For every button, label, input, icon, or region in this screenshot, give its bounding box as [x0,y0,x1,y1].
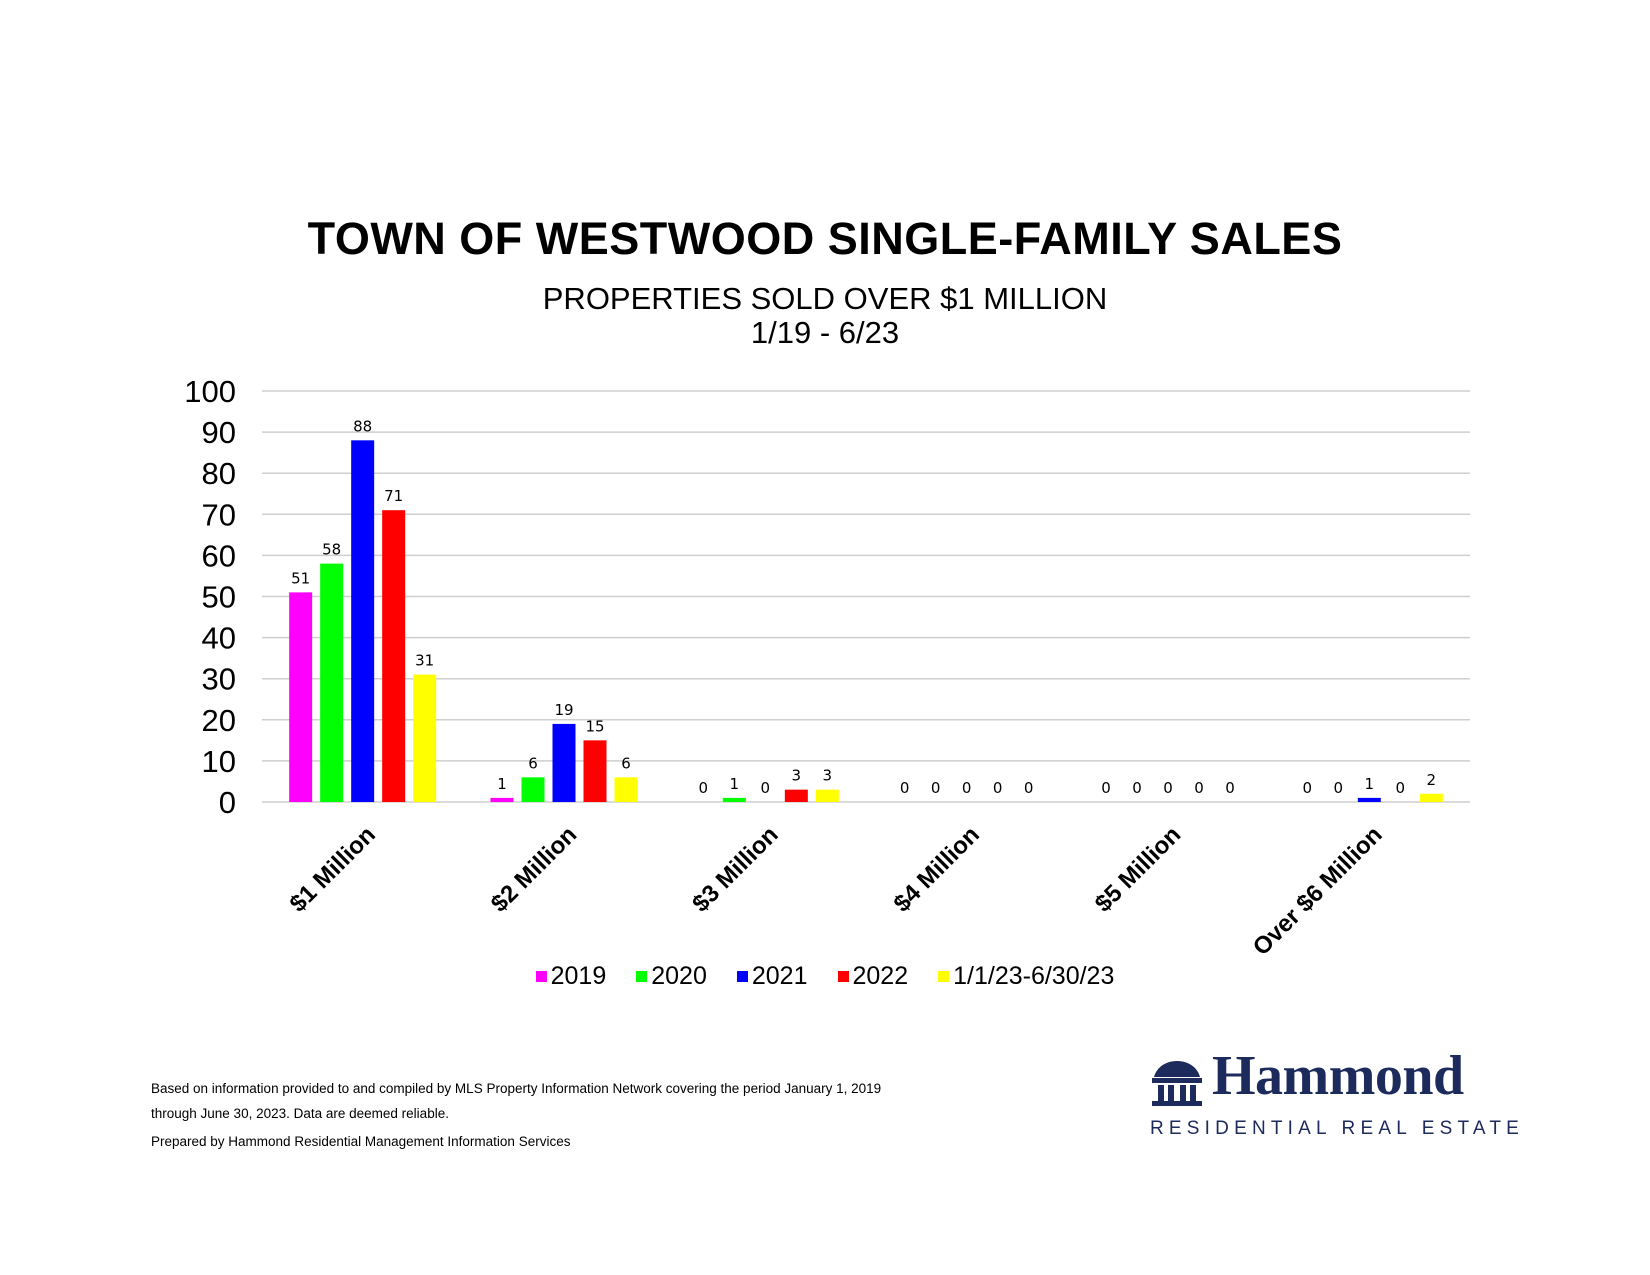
y-tick-label: 0 [219,785,236,820]
bar [1357,797,1381,802]
y-tick-label: 30 [202,662,236,697]
data-label: 6 [621,754,631,772]
legend-swatch [736,971,748,982]
bar [583,740,607,802]
y-tick-label: 80 [202,456,236,491]
data-labels: 51 58 88 71 31 1 6 19 15 6 0 1 0 3 3 0 0 0 0 0 0 0 0 0 0 0 0 1 0 2 [291,417,1436,797]
data-label: 58 [322,541,341,559]
bar [490,797,514,802]
data-label: 0 [699,779,709,797]
logo-wordmark: Hammond [1212,1045,1464,1107]
x-tick-label: $5 Million [1090,821,1186,917]
bar [521,777,545,802]
data-label: 19 [554,701,573,719]
data-label: 1 [1365,775,1375,793]
y-axis-ticks: 0 10 20 30 40 50 60 70 80 90 100 [184,374,236,820]
data-label: 0 [1101,779,1111,797]
bar [722,797,746,802]
legend-item: 2019 [535,962,607,991]
footnote-line-1: Based on information provided to and com… [151,1081,882,1096]
data-label: 0 [1163,779,1173,797]
legend-item: 2021 [736,962,808,991]
data-label: 51 [291,569,310,587]
bar [351,440,375,802]
data-label: 0 [1225,779,1235,797]
y-tick-label: 60 [202,538,236,573]
bar [289,592,313,802]
legend-label: 2020 [651,962,707,990]
bar [552,723,576,802]
data-label: 6 [528,754,538,772]
legend-swatch [535,971,547,982]
y-tick-label: 10 [202,744,236,779]
gridlines [262,390,1470,803]
y-tick-label: 100 [184,374,236,409]
data-label: 31 [415,652,434,670]
legend: 2019 2020 2021 2022 1/1/23-6/30/23 [0,962,1650,991]
y-tick-label: 70 [202,497,236,532]
y-tick-label: 40 [202,621,236,656]
data-label: 1 [497,775,507,793]
data-label: 0 [931,779,941,797]
bar [413,674,437,802]
data-label: 0 [1334,779,1344,797]
data-label: 0 [900,779,910,797]
data-label: 15 [585,717,604,735]
data-label: 71 [384,487,403,505]
legend-label: 2022 [852,962,909,990]
data-label: 3 [792,767,802,785]
x-tick-label: $4 Million [888,821,984,917]
data-label: 3 [823,767,833,785]
data-label: 0 [962,779,972,797]
footnote-line-2: through June 30, 2023. Data are deemed r… [151,1106,449,1121]
data-label: 0 [1194,779,1204,797]
bars [289,440,1443,802]
data-label: 0 [1396,779,1406,797]
data-label: 0 [761,779,771,797]
y-tick-label: 20 [202,703,236,738]
logo-tagline: RESIDENTIAL REAL ESTATE [1150,1118,1525,1139]
data-label: 0 [993,779,1003,797]
bar [614,777,638,802]
legend-label: 2021 [751,962,808,990]
legend-item: 2020 [636,962,707,991]
chart-title: TOWN OF WESTWOOD SINGLE-FAMILY SALES [307,213,1343,264]
subtitle-line-1: PROPERTIES SOLD OVER $1 MILLION [542,281,1108,316]
legend-item: 2022 [837,962,909,991]
legend-label: 1/1/23-6/30/23 [953,962,1115,990]
footnote: Based on information provided to and com… [151,1076,881,1126]
chart-subtitle: PROPERTIES SOLD OVER $1 MILLION 1/19 - 6… [0,282,1650,350]
bar [320,563,344,802]
bar [382,510,406,802]
data-label: 1 [730,775,740,793]
x-tick-label: $3 Million [687,821,783,917]
hammond-logo: Hammond RESIDENTIAL REAL ESTATE [1150,1045,1519,1142]
building-columns-icon [1152,1061,1202,1106]
prepared-by-note: Prepared by Hammond Residential Manageme… [151,1134,571,1149]
data-label: 88 [353,417,372,435]
x-tick-label: Over $6 Million [1248,821,1388,961]
y-tick-label: 90 [202,415,236,450]
data-label: 0 [1303,779,1313,797]
legend-label: 2019 [550,962,607,990]
legend-swatch [938,971,950,982]
bar [1419,793,1443,802]
x-tick-label: $2 Million [486,821,582,917]
legend-swatch [837,971,849,982]
x-axis-ticks: $1 Million $2 Million $3 Million $4 Million… [284,821,1387,961]
legend-item: 1/1/23-6/30/23 [938,962,1114,991]
subtitle-line-2: 1/19 - 6/23 [750,315,900,350]
x-tick-label: $1 Million [284,821,380,917]
bar [784,789,808,802]
y-tick-label: 50 [202,580,236,615]
legend-swatch [636,971,648,982]
data-label: 0 [1132,779,1142,797]
data-label: 0 [1024,779,1034,797]
bar [815,789,839,802]
data-label: 2 [1427,771,1437,789]
